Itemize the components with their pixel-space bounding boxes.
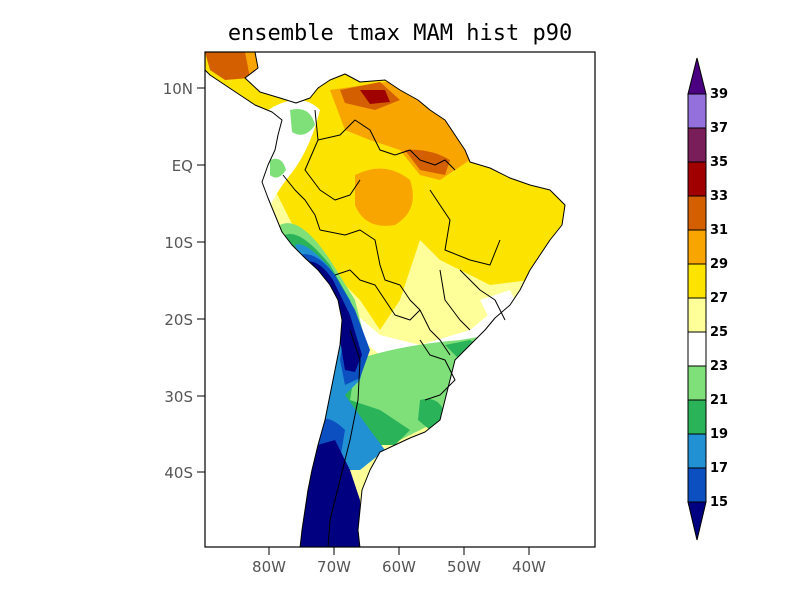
colorbar-label-15: 15 xyxy=(710,495,728,510)
lon-label-80w: 80W xyxy=(252,558,286,576)
colorbar-bin-37-39 xyxy=(687,93,707,129)
colorbar-bin-27-29 xyxy=(687,263,707,299)
border-guianas xyxy=(394,149,456,171)
field-29-31-amazon xyxy=(355,168,413,226)
map-area xyxy=(205,52,595,547)
colorbar-bin-21-23 xyxy=(687,365,707,401)
coastline xyxy=(205,52,566,547)
lat-label-40s: 40S xyxy=(164,464,193,482)
field-below-15-patagonia xyxy=(300,440,362,547)
colorbar-bin-31-33 xyxy=(687,195,707,231)
colorbar-bin-35-37 xyxy=(687,127,707,163)
colorbar-bottom-arrow xyxy=(687,501,707,541)
colorbar-top-arrow xyxy=(687,57,707,95)
field-19-21-uruguay xyxy=(418,399,445,430)
lat-label-20s: 20S xyxy=(164,311,193,329)
longitude-axis: 80W 70W 60W 50W 40W xyxy=(252,547,546,576)
colorbar-label-27: 27 xyxy=(710,291,728,306)
field-17-19 xyxy=(295,244,385,470)
border-bolivia xyxy=(334,269,421,321)
field-21-23-andes-ecuador xyxy=(270,158,286,178)
colorbar-label-21: 21 xyxy=(710,393,728,408)
lon-label-70w: 70W xyxy=(317,558,351,576)
border-paraguay xyxy=(399,284,451,356)
border-brazil-states-center xyxy=(439,269,471,331)
border-venezuela xyxy=(317,119,396,156)
border-brazil-states-north xyxy=(429,189,501,266)
lat-label-eq: EQ xyxy=(172,157,193,175)
colorbar-label-25: 25 xyxy=(710,325,728,340)
border-brazil-states-southeast xyxy=(459,269,506,321)
lat-label-10s: 10S xyxy=(164,234,193,252)
colorbar-label-29: 29 xyxy=(710,257,728,272)
lat-label-10n: 10N xyxy=(163,80,193,98)
colorbar-label-17: 17 xyxy=(710,461,728,476)
colorbar-bin-33-35 xyxy=(687,161,707,197)
border-chile-argentina xyxy=(327,329,361,547)
colorbar-label-37: 37 xyxy=(710,121,728,136)
colorbar-label-33: 33 xyxy=(710,189,728,204)
colorbar-label-31: 31 xyxy=(710,223,728,238)
colorbar-bin-15-17 xyxy=(687,467,707,503)
colorbar-label-39: 39 xyxy=(710,87,728,102)
border-peru-brazil xyxy=(319,229,401,286)
map-title: ensemble tmax MAM hist p90 xyxy=(228,21,572,46)
colorbar: 39 37 35 33 31 29 27 25 23 21 19 17 15 xyxy=(687,57,728,541)
lon-label-60w: 60W xyxy=(382,558,416,576)
lon-label-40w: 40W xyxy=(512,558,546,576)
country-borders xyxy=(282,109,506,547)
border-ecuador-peru xyxy=(282,174,321,231)
border-uruguay xyxy=(419,339,456,401)
field-23-25-south xyxy=(345,300,520,365)
field-31-33-mexico xyxy=(205,52,250,80)
colorbar-label-35: 35 xyxy=(710,155,728,170)
colorbar-bin-17-19 xyxy=(687,433,707,469)
colorbar-bin-23-25 xyxy=(687,331,707,367)
latitude-axis: 10N EQ 10S 20S 30S 40S xyxy=(163,80,205,482)
map-frame xyxy=(204,51,596,548)
colorbar-bin-19-21 xyxy=(687,399,707,435)
colorbar-bin-25-27 xyxy=(687,297,707,333)
lon-label-50w: 50W xyxy=(447,558,481,576)
field-below-15-altiplano xyxy=(305,261,362,372)
colorbar-label-19: 19 xyxy=(710,427,728,442)
colorbar-bin-29-31 xyxy=(687,229,707,265)
field-21-23-andes-north xyxy=(290,109,315,135)
colorbar-label-23: 23 xyxy=(710,359,728,374)
field-33-35 xyxy=(360,90,390,104)
lat-label-30s: 30S xyxy=(164,388,193,406)
